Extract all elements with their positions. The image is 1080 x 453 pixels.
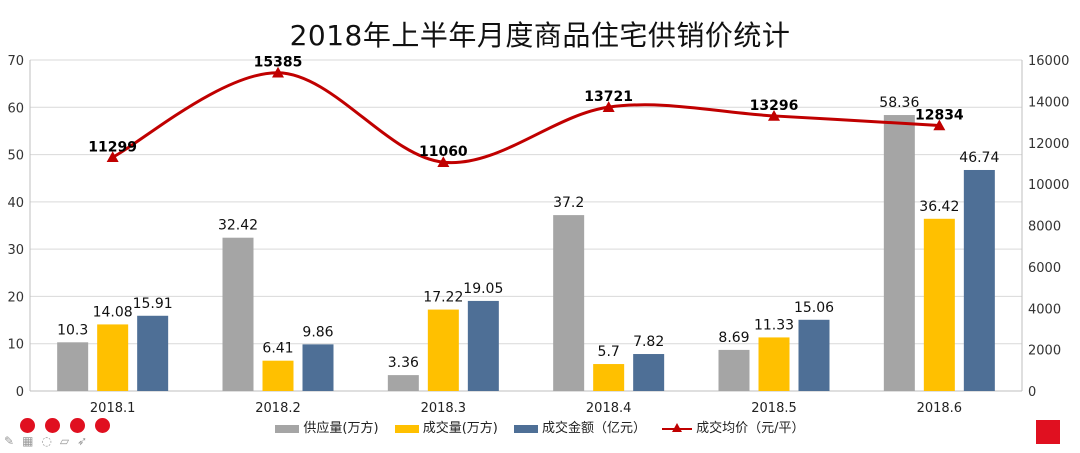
- price-value-label: 11060: [419, 144, 468, 160]
- bar-value-label: 11.33: [754, 317, 794, 333]
- toolbar-dot-2[interactable]: [45, 418, 61, 433]
- bar-value-label: 15.91: [133, 296, 173, 312]
- y-right-tick-label: 14000: [1028, 95, 1069, 110]
- bar: [427, 309, 459, 391]
- legend-label-volume: 成交量(万方): [422, 421, 498, 436]
- bar: [718, 349, 750, 391]
- bar: [758, 337, 790, 391]
- bar-value-label: 10.3: [57, 322, 88, 338]
- legend-item-volume: 成交量(万方): [394, 417, 498, 436]
- price-marker: [272, 66, 284, 78]
- x-tick-label: 2018.4: [586, 401, 632, 416]
- bar-value-label: 9.86: [302, 324, 333, 340]
- y-left-tick-label: 70: [7, 54, 24, 69]
- bar: [593, 364, 625, 391]
- x-tick-label: 2018.2: [255, 401, 301, 416]
- price-line: [111, 71, 940, 165]
- presentation-toolbar: [20, 418, 115, 437]
- bar-value-label: 36.42: [919, 199, 959, 215]
- bar: [57, 342, 89, 391]
- price-value-label: 12834: [915, 107, 964, 123]
- price-marker: [768, 109, 780, 121]
- price-value-label: 11299: [88, 139, 137, 155]
- toolbar-dot-4[interactable]: [95, 418, 111, 433]
- next-slide-button[interactable]: [1036, 420, 1060, 444]
- bar: [883, 115, 915, 391]
- legend-item-amount: 成交金额（亿元）: [514, 417, 646, 436]
- price-marker: [602, 101, 615, 112]
- bar-value-label: 8.69: [718, 330, 749, 346]
- y-left-tick-label: 50: [7, 149, 24, 164]
- y-right-tick-label: 10000: [1028, 178, 1069, 193]
- bar: [633, 354, 665, 391]
- bar-value-label: 17.22: [423, 290, 463, 306]
- bar: [798, 319, 830, 391]
- bar-value-label: 46.74: [959, 150, 999, 166]
- price-marker: [106, 151, 119, 163]
- pen-icon[interactable]: ✎: [4, 434, 23, 448]
- cursor-icon[interactable]: ➶: [77, 434, 96, 448]
- legend-swatch-amount: [514, 424, 539, 433]
- bar-value-label: 19.05: [463, 281, 503, 297]
- legend: 供应量(万方) 成交量(万方) 成交金额（亿元） 成交均价（元/平）: [0, 417, 1080, 436]
- bar: [923, 218, 955, 391]
- chart-title: 2018年上半年月度商品住宅供销价统计: [289, 19, 791, 52]
- bar: [387, 375, 419, 391]
- y-right-tick-label: 6000: [1028, 261, 1061, 276]
- y-left-tick-label: 0: [16, 385, 24, 400]
- annotation-tools: ✎▦◌▱➶: [4, 434, 95, 448]
- price-value-label: 13296: [750, 98, 799, 114]
- x-tick-label: 2018.1: [90, 401, 136, 416]
- legend-label-amount: 成交金额（亿元）: [542, 421, 647, 436]
- y-right-tick-label: 12000: [1028, 137, 1069, 152]
- highlighter-icon[interactable]: ▱: [59, 434, 78, 448]
- bar: [963, 169, 995, 391]
- toolbar-dot-1[interactable]: [20, 418, 35, 433]
- legend-swatch-price: [662, 422, 693, 435]
- bar-value-label: 5.7: [598, 344, 620, 360]
- price-marker: [437, 156, 450, 167]
- bar-value-label: 14.08: [93, 304, 133, 320]
- y-right-tick-label: 4000: [1028, 302, 1061, 317]
- bar-value-label: 7.82: [633, 334, 664, 350]
- y-right-tick-label: 0: [1028, 385, 1036, 400]
- bar: [262, 360, 294, 391]
- legend-swatch-volume: [394, 424, 419, 433]
- legend-label-price: 成交均价（元/平）: [696, 421, 805, 436]
- legend-item-price: 成交均价（元/平）: [662, 417, 805, 436]
- y-left-tick-label: 30: [7, 243, 24, 258]
- bar: [97, 324, 129, 391]
- y-left-tick-label: 40: [7, 196, 24, 211]
- bar: [553, 215, 585, 391]
- price-value-label: 13721: [584, 89, 633, 105]
- eraser-icon[interactable]: ◌: [41, 434, 60, 448]
- x-tick-label: 2018.6: [917, 401, 963, 416]
- bar-value-label: 32.42: [218, 218, 258, 234]
- y-right-tick-label: 2000: [1028, 344, 1061, 359]
- y-left-tick-label: 20: [7, 290, 24, 305]
- grid-icon[interactable]: ▦: [22, 434, 42, 448]
- bar-value-label: 58.36: [879, 95, 919, 111]
- y-right-tick-label: 16000: [1028, 54, 1069, 69]
- price-marker: [933, 119, 946, 131]
- bar: [302, 344, 334, 391]
- bar-value-label: 6.41: [262, 341, 293, 357]
- legend-swatch-supply: [275, 424, 300, 433]
- legend-item-supply: 供应量(万方): [275, 417, 379, 436]
- y-left-tick-label: 10: [7, 338, 24, 353]
- price-value-label: 15385: [254, 55, 303, 71]
- legend-label-supply: 供应量(万方): [303, 421, 379, 436]
- y-left-tick-label: 60: [7, 101, 24, 116]
- bar: [467, 300, 499, 391]
- bar: [222, 237, 254, 391]
- bar: [137, 315, 169, 391]
- x-tick-label: 2018.3: [421, 401, 467, 416]
- x-tick-label: 2018.5: [751, 401, 797, 416]
- bar-value-label: 15.06: [794, 300, 834, 316]
- bar-value-label: 37.2: [553, 195, 584, 211]
- toolbar-dot-3[interactable]: [70, 418, 86, 433]
- y-right-tick-label: 8000: [1028, 220, 1061, 235]
- bar-value-label: 3.36: [388, 355, 419, 371]
